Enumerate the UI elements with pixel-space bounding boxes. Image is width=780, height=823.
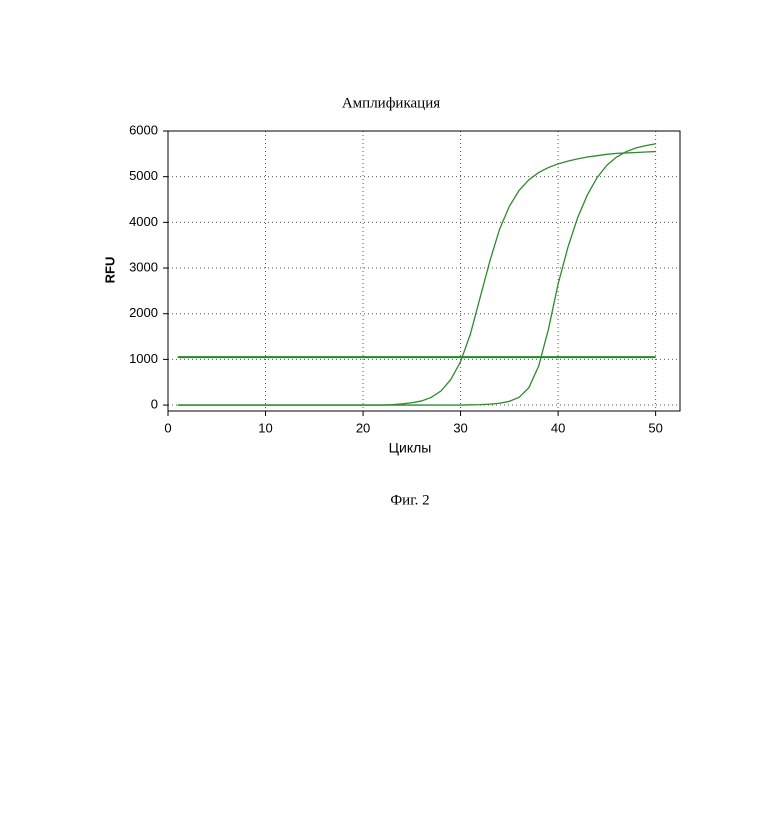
y-tick-label: 5000 bbox=[129, 168, 158, 183]
x-tick-label: 50 bbox=[648, 420, 662, 435]
y-tick-label: 4000 bbox=[129, 214, 158, 229]
y-tick-label: 1000 bbox=[129, 351, 158, 366]
x-axis-label: Циклы bbox=[389, 440, 432, 456]
y-axis-label: RFU bbox=[102, 257, 117, 284]
chart-title: Амплификация bbox=[342, 95, 440, 111]
y-tick-label: 3000 bbox=[129, 259, 158, 274]
x-tick-label: 0 bbox=[164, 420, 171, 435]
x-tick-label: 40 bbox=[551, 420, 565, 435]
x-tick-label: 10 bbox=[258, 420, 272, 435]
figure-caption: Фиг. 2 bbox=[390, 492, 429, 508]
y-tick-label: 0 bbox=[151, 396, 158, 411]
y-tick-label: 2000 bbox=[129, 305, 158, 320]
page: Амплификация Циклы RFU Фиг. 2 0 1000 2000 3… bbox=[0, 0, 780, 818]
y-tick-label: 6000 bbox=[129, 122, 158, 137]
x-tick-label: 30 bbox=[453, 420, 467, 435]
background bbox=[0, 0, 780, 818]
x-tick-label: 20 bbox=[356, 420, 370, 435]
